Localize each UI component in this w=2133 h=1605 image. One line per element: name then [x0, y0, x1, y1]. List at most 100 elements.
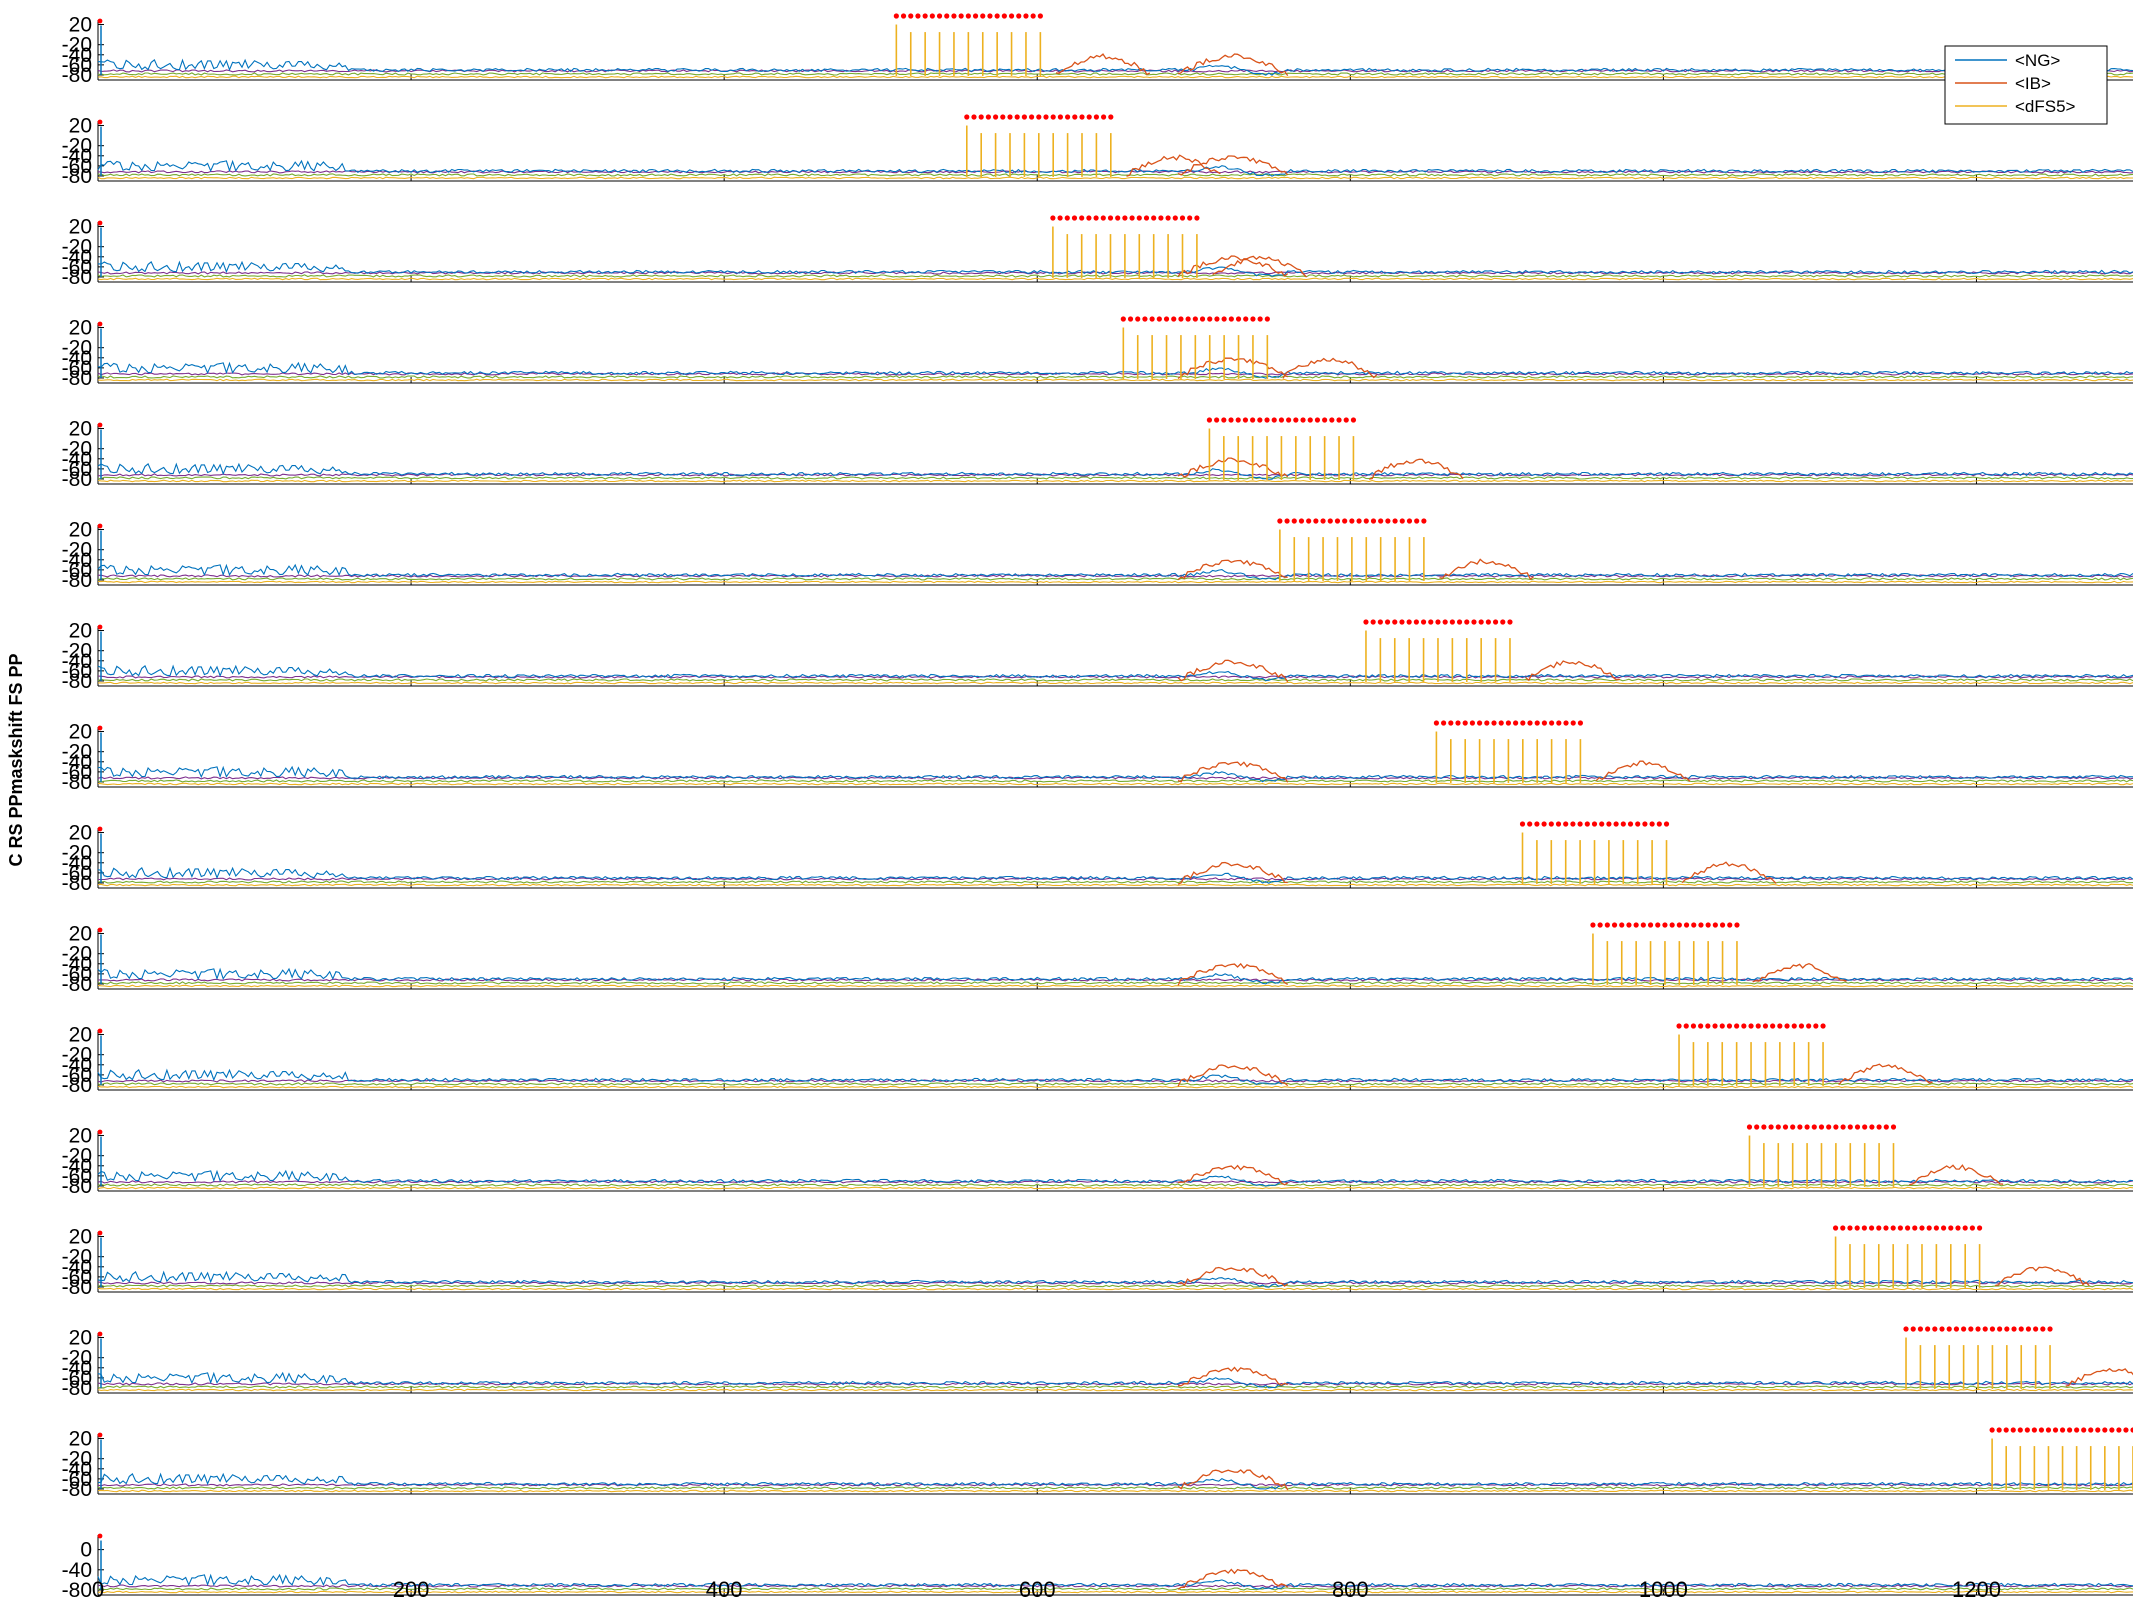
y-tick-label: -80 — [62, 1579, 92, 1600]
trace-1 — [97, 173, 2133, 177]
trace-1 — [97, 1082, 2133, 1086]
stimulus-dot — [1214, 417, 1220, 423]
stimulus-dot — [1043, 114, 1049, 120]
stimulus-dot — [1798, 1023, 1805, 1029]
stimulus-dot — [1257, 417, 1263, 423]
trace-1 — [97, 1183, 2133, 1187]
stimulus-dot — [1250, 316, 1256, 322]
stimulus-dot — [1968, 1326, 1974, 1332]
ib-burst-1 — [1995, 1266, 2090, 1287]
trace-2 — [97, 1169, 2133, 1187]
trace-2 — [97, 664, 2133, 682]
trace-1 — [97, 375, 2133, 379]
y-tick-label: -80 — [62, 468, 92, 491]
stimulus-dot — [1093, 215, 1099, 221]
stimulus-dot — [1948, 1225, 1954, 1231]
stimulus-dot — [1163, 316, 1170, 322]
stimulus-dot — [1804, 1124, 1810, 1130]
stimulus-dot — [1221, 417, 1227, 423]
y-tick-label: -20 — [62, 1145, 92, 1168]
stimulus-dot — [1507, 619, 1513, 625]
stimulus-dot — [1433, 720, 1440, 726]
stimulus-dot — [1791, 1023, 1797, 1029]
trace-2 — [97, 1068, 2133, 1086]
origin-marker — [97, 1533, 103, 1539]
y-tick-label: -60 — [62, 862, 92, 885]
stimulus-dot — [1755, 1023, 1761, 1029]
stimulus-dot — [1548, 821, 1554, 827]
trace-1 — [97, 1284, 2133, 1288]
stimulus-dot — [1869, 1124, 1875, 1130]
stimulus-dot — [1392, 619, 1398, 625]
stimulus-dot — [1876, 1124, 1882, 1130]
stimulus-dot — [1187, 215, 1193, 221]
stimulus-dot — [1748, 1023, 1754, 1029]
y-axis-label: C RS PPmaskshift FS PP — [6, 653, 26, 866]
trace-3 — [97, 479, 2133, 483]
stimulus-dot — [1690, 1023, 1697, 1029]
origin-marker — [97, 119, 103, 125]
panel-9: 20-20-40-60-80 — [62, 821, 2133, 895]
stimulus-dot — [1662, 922, 1668, 928]
y-tick-label: -20 — [62, 438, 92, 461]
legend-box — [1944, 45, 2108, 125]
stimulus-dot — [1356, 518, 1362, 524]
stimulus-dot — [1442, 619, 1448, 625]
stimulus-dot — [985, 114, 991, 120]
trace-2 — [97, 159, 2133, 177]
x-tick-label: 1200 — [1952, 1577, 2001, 1600]
stimulus-dot — [2095, 1427, 2101, 1433]
trace-3 — [97, 378, 2133, 382]
stimulus-dot — [1122, 215, 1128, 221]
stimulus-dot — [1541, 720, 1548, 726]
ib-burst-1 — [1212, 255, 1307, 278]
ib-burst-0 — [1177, 861, 1288, 885]
stimulus-dot — [1363, 518, 1369, 524]
stimulus-dot — [1861, 1225, 1867, 1231]
stimulus-dot — [1322, 417, 1328, 423]
y-tick-label: -40 — [62, 448, 92, 471]
y-tick-label: 20 — [69, 14, 92, 37]
y-tick-label: 20 — [69, 620, 92, 643]
origin-marker — [97, 1432, 103, 1438]
stimulus-dot — [980, 13, 986, 19]
stimulus-dot — [1676, 922, 1682, 928]
stimulus-dot — [2003, 1427, 2009, 1433]
stimulus-dot — [1939, 1326, 1945, 1332]
y-tick-label: 20 — [69, 1024, 92, 1047]
stimulus-dot — [1698, 1023, 1704, 1029]
y-tick-label: -40 — [62, 953, 92, 976]
y-tick-label: -40 — [62, 751, 92, 774]
stimulus-dot — [1620, 821, 1626, 827]
stimulus-dot — [2024, 1427, 2030, 1433]
stimulus-dot — [2004, 1326, 2010, 1332]
stimulus-dot — [1071, 215, 1078, 221]
stimulus-dot — [1813, 1023, 1819, 1029]
stimulus-dot — [1500, 619, 1506, 625]
stimulus-dot — [1343, 417, 1349, 423]
y-tick-label: -60 — [62, 1468, 92, 1491]
stimulus-dot — [1897, 1225, 1903, 1231]
ib-burst-0 — [1177, 962, 1289, 986]
stimulus-dot — [1172, 215, 1178, 221]
legend-entry: <IB> — [2015, 74, 2051, 93]
stimulus-dot — [1642, 821, 1648, 827]
stimulus-dot — [1976, 1225, 1983, 1231]
stimulus-dot — [1626, 922, 1632, 928]
stimulus-dot — [1961, 1326, 1967, 1332]
stimulus-dot — [1050, 114, 1056, 120]
stimulus-dot — [1064, 114, 1071, 120]
panel-7: 20-20-40-60-80 — [62, 619, 2133, 693]
stimulus-dot — [1925, 1326, 1931, 1332]
y-tick-label: -60 — [62, 1367, 92, 1390]
trace-0 — [98, 978, 2133, 982]
stimulus-dot — [1770, 1023, 1776, 1029]
stimulus-dot — [1955, 1225, 1961, 1231]
y-tick-label: -80 — [62, 1074, 92, 1097]
stimulus-dot — [1171, 316, 1177, 322]
trace-2 — [97, 1270, 2133, 1288]
y-tick-label: -80 — [62, 771, 92, 794]
stimulus-dot — [1021, 114, 1027, 120]
stimulus-dot — [1079, 114, 1085, 120]
stimulus-dot — [908, 13, 914, 19]
